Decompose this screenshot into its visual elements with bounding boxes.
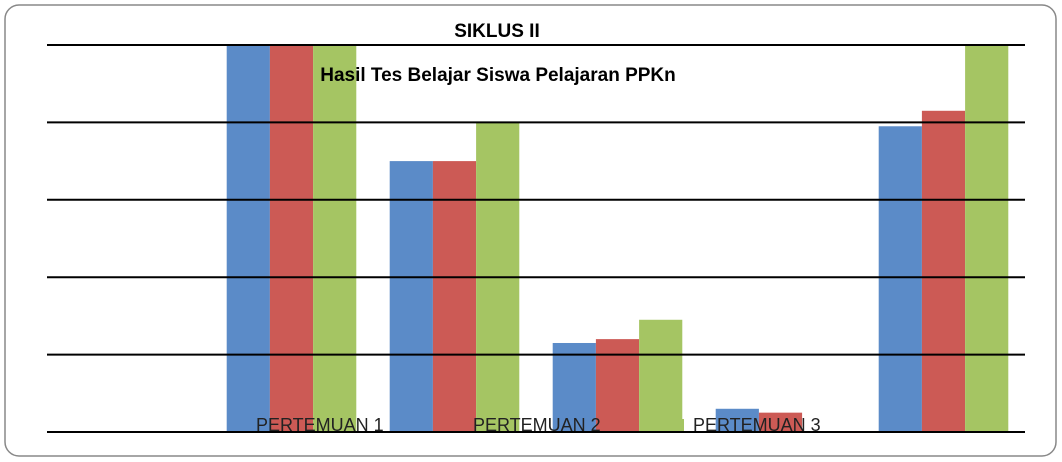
legend-swatch [235, 419, 247, 431]
legend-label: PERTEMUAN 1 [256, 415, 384, 435]
bar [595, 339, 640, 432]
chart-subtitle: Hasil Tes Belajar Siswa Pelajaran PPKn [320, 65, 676, 86]
bar [715, 408, 759, 432]
bar [226, 45, 270, 432]
bar [758, 412, 803, 432]
plot [47, 44, 1025, 433]
bar [313, 45, 357, 432]
bar [965, 45, 1009, 432]
bar [269, 45, 314, 432]
legend-swatch [452, 419, 464, 431]
bar [639, 319, 683, 432]
bar [389, 161, 433, 432]
legend-swatch [672, 419, 684, 431]
chart-title: SIKLUS II [454, 21, 540, 42]
bar [921, 110, 966, 432]
legend-label: PERTEMUAN 3 [693, 415, 821, 435]
bar [432, 161, 477, 432]
bar [552, 342, 596, 432]
bar [878, 126, 922, 433]
legend-label: PERTEMUAN 2 [473, 415, 601, 435]
